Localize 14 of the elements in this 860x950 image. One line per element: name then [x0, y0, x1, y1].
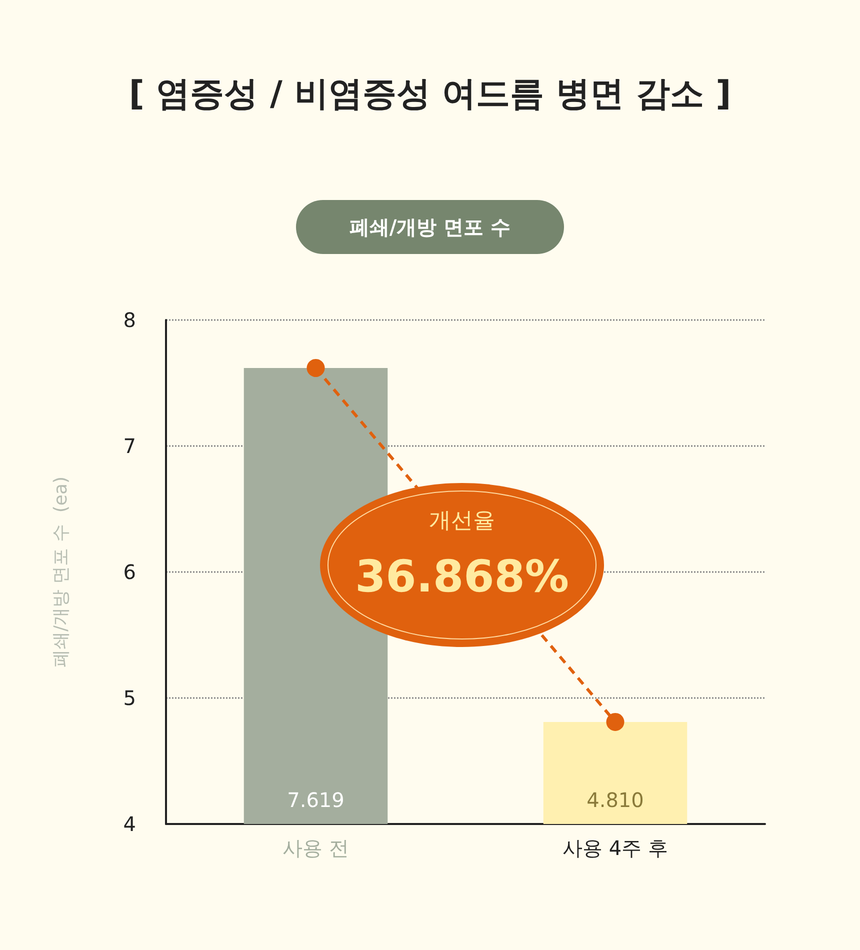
annotation: 개선율 — [429, 508, 495, 534]
x-tick-label: 사용 4주 후 — [562, 836, 668, 860]
y-axis-title: 폐쇄/개방 면포 수 (ea) — [50, 476, 72, 668]
y-tick-label: 7 — [123, 434, 136, 458]
x-tick-label: 사용 전 — [282, 836, 349, 860]
annotation: 36.868% — [355, 552, 569, 602]
y-tick-label: 8 — [123, 308, 136, 332]
chart-title: [ 염증성 / 비염증성 여드름 병면 감소 ] — [128, 74, 732, 114]
y-tick-label: 5 — [123, 686, 136, 710]
data-label: 4.810 — [586, 788, 644, 812]
data-label: 7.619 — [287, 788, 344, 812]
y-tick-label: 6 — [123, 560, 136, 584]
y-tick-label: 4 — [123, 812, 136, 836]
chart-subtitle: 폐쇄/개방 면포 수 — [349, 215, 511, 239]
